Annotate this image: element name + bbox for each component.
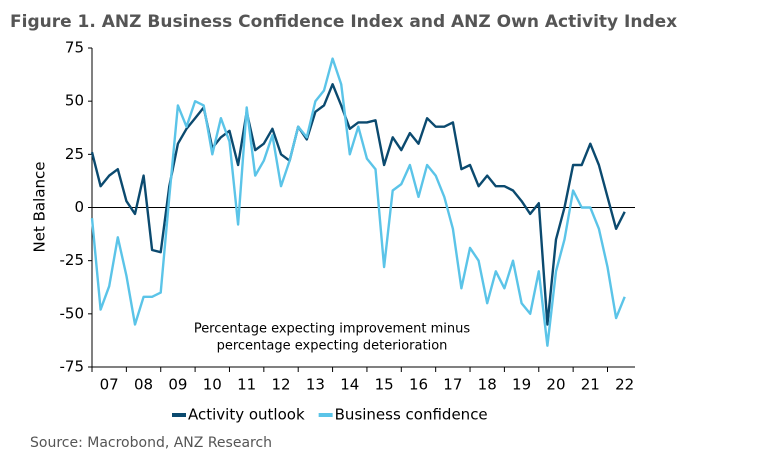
source: Source: Macrobond, ANZ Research bbox=[30, 435, 272, 451]
x-tick-label: 08 bbox=[134, 376, 153, 394]
legend-label: Activity outlook bbox=[188, 406, 305, 424]
x-tick-label: 11 bbox=[237, 376, 256, 394]
y-tick-label: 0 bbox=[74, 198, 84, 216]
x-tick-label: 22 bbox=[615, 376, 634, 394]
x-tick-label: 18 bbox=[478, 376, 497, 394]
y-tick-label: 75 bbox=[65, 39, 84, 57]
chart-title: Figure 1. ANZ Business Confidence Index … bbox=[10, 12, 677, 32]
annotation: Percentage expecting improvement minus bbox=[194, 322, 471, 337]
y-tick-label: -50 bbox=[60, 304, 85, 322]
x-tick-label: 15 bbox=[375, 376, 394, 394]
series-line bbox=[90, 83, 626, 326]
y-tick-label: -75 bbox=[60, 358, 85, 376]
y-tick-label: 50 bbox=[65, 92, 84, 110]
x-tick-label: 19 bbox=[512, 376, 531, 394]
x-tick-label: 12 bbox=[271, 376, 290, 394]
x-tick-label: 16 bbox=[409, 376, 428, 394]
y-tick-label: -25 bbox=[60, 251, 85, 269]
y-axis-label: Net Balance bbox=[31, 162, 49, 253]
x-tick-label: 13 bbox=[306, 376, 325, 394]
x-tick-label: 17 bbox=[443, 376, 462, 394]
x-tick-label: 20 bbox=[546, 376, 565, 394]
x-tick-label: 09 bbox=[168, 376, 187, 394]
series-line bbox=[90, 57, 626, 347]
x-tick-label: 10 bbox=[203, 376, 222, 394]
legend-label: Business confidence bbox=[335, 406, 488, 424]
y-tick-label: 25 bbox=[65, 145, 84, 163]
x-tick-label: 14 bbox=[340, 376, 359, 394]
x-tick-label: 07 bbox=[100, 376, 119, 394]
x-tick-label: 21 bbox=[581, 376, 600, 394]
annotation: percentage expecting deterioration bbox=[217, 339, 448, 354]
